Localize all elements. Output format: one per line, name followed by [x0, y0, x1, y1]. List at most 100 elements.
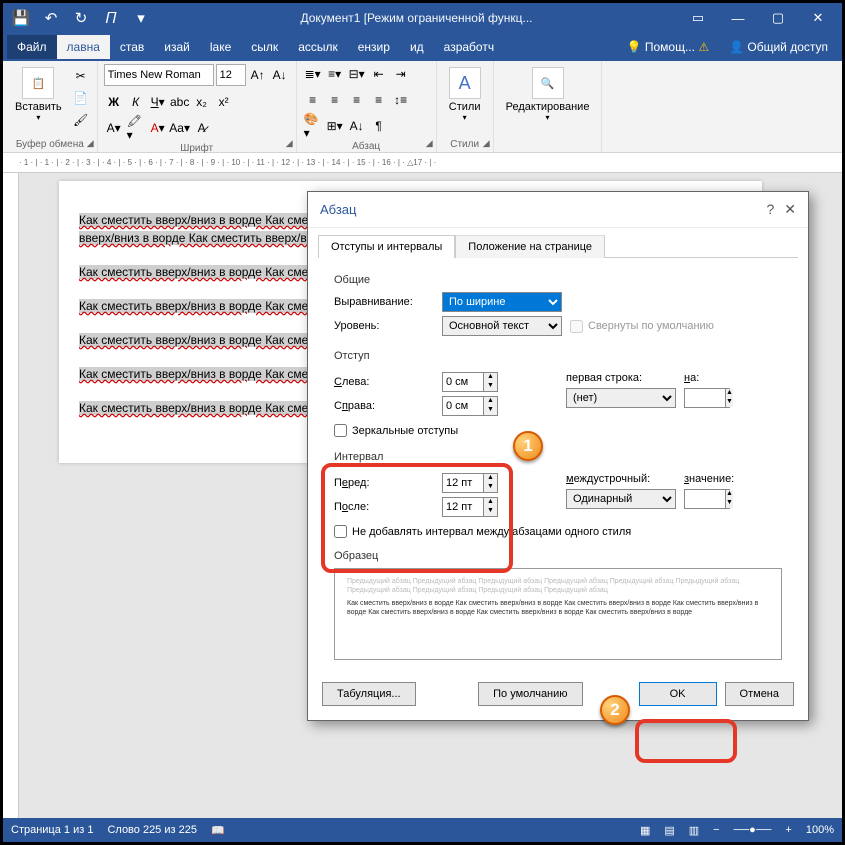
borders-icon[interactable]: ⊞▾: [325, 116, 345, 136]
increase-indent-icon[interactable]: ⇥: [391, 64, 411, 84]
indent-right-spinner[interactable]: ▲▼: [442, 396, 498, 416]
underline-icon[interactable]: Ч▾: [148, 92, 168, 112]
before-spinner[interactable]: ▲▼: [442, 473, 498, 493]
italic-icon[interactable]: К: [126, 92, 146, 112]
design-tab[interactable]: изай: [154, 35, 200, 59]
ok-button[interactable]: OK: [639, 682, 717, 706]
developer-tab[interactable]: азработч: [434, 35, 504, 59]
styles-launcher-icon[interactable]: ◢: [483, 138, 490, 149]
indent-left-label: Слева:: [334, 376, 434, 388]
numbering-icon[interactable]: ≡▾: [325, 64, 345, 84]
cut-icon[interactable]: ✂: [71, 66, 91, 86]
bold-icon[interactable]: Ж: [104, 92, 124, 112]
window-controls: ▭ — ▢ ✕: [678, 3, 838, 33]
shrink-font-icon[interactable]: A↓: [270, 65, 290, 85]
tabs-button[interactable]: Табуляция...: [322, 682, 416, 706]
horizontal-ruler[interactable]: · 1 · | · 1 · | · 2 · | · 3 · | · 4 · | …: [3, 153, 842, 173]
line-spacing-icon[interactable]: ↕≡: [391, 90, 411, 110]
view-print-icon[interactable]: ▤: [664, 824, 674, 837]
review-tab[interactable]: ензир: [348, 35, 400, 59]
dialog-help-icon[interactable]: ?: [766, 201, 774, 218]
decrease-indent-icon[interactable]: ⇤: [369, 64, 389, 84]
symbol-icon[interactable]: 𝛱: [97, 5, 125, 31]
indent-left-spinner[interactable]: ▲▼: [442, 372, 498, 392]
align-left-icon[interactable]: ≡: [303, 90, 323, 110]
redo-icon[interactable]: ↻: [67, 5, 95, 31]
cancel-button[interactable]: Отмена: [725, 682, 794, 706]
mirror-checkbox[interactable]: [334, 424, 347, 437]
save-icon[interactable]: 💾: [7, 5, 35, 31]
status-bar: Страница 1 из 1 Слово 225 из 225 📖 ▦ ▤ ▥…: [3, 818, 842, 842]
font-size-select[interactable]: [216, 64, 246, 86]
mailings-tab[interactable]: ассылк: [288, 35, 348, 59]
tab-pagination[interactable]: Положение на странице: [455, 235, 605, 258]
nospace-checkbox[interactable]: [334, 525, 347, 538]
editing-button[interactable]: 🔍 Редактирование▾: [500, 64, 596, 125]
font-color-icon[interactable]: A▾: [148, 118, 168, 138]
text-effects-icon[interactable]: A▾: [104, 118, 124, 138]
paragraph-launcher-icon[interactable]: ◢: [426, 138, 433, 149]
font-name-select[interactable]: [104, 64, 214, 86]
sort-icon[interactable]: A↓: [347, 116, 367, 136]
tab-indents[interactable]: Отступы и интервалы: [318, 235, 455, 258]
default-button[interactable]: По умолчанию: [478, 682, 582, 706]
home-tab[interactable]: лавна: [57, 35, 110, 59]
page-count[interactable]: Страница 1 из 1: [11, 824, 93, 836]
ribbon: 📋 Вставить▾ ✂ 📄 🖌 Буфер обмена ◢ A↑ A↓ Ж…: [3, 61, 842, 153]
styles-icon: A: [449, 67, 481, 99]
show-marks-icon[interactable]: ¶: [369, 116, 389, 136]
view-web-icon[interactable]: ▥: [689, 824, 699, 837]
highlight-icon[interactable]: 🖍▾: [126, 118, 146, 138]
justify-icon[interactable]: ≡: [369, 90, 389, 110]
share-button[interactable]: 👤 Общий доступ: [719, 35, 838, 59]
copy-icon[interactable]: 📄: [71, 88, 91, 108]
word-count[interactable]: Слово 225 из 225: [107, 824, 197, 836]
undo-icon[interactable]: ↶: [37, 5, 65, 31]
zoom-level[interactable]: 100%: [806, 824, 834, 836]
vertical-ruler[interactable]: [3, 173, 19, 818]
sample-section: Образец: [334, 550, 782, 562]
paste-icon: 📋: [22, 67, 54, 99]
subscript-icon[interactable]: x₂: [192, 92, 212, 112]
level-select[interactable]: Основной текст: [442, 316, 562, 336]
paste-button[interactable]: 📋 Вставить▾: [9, 64, 68, 125]
minimize-icon[interactable]: —: [718, 3, 758, 33]
bullets-icon[interactable]: ≣▾: [303, 64, 323, 84]
zoom-out-icon[interactable]: −: [713, 824, 719, 836]
references-tab[interactable]: сылк: [241, 35, 288, 59]
linespacing-value-spinner[interactable]: ▲▼: [684, 489, 730, 509]
multilevel-icon[interactable]: ⊟▾: [347, 64, 367, 84]
ribbon-display-icon[interactable]: ▭: [678, 3, 718, 33]
align-right-icon[interactable]: ≡: [347, 90, 367, 110]
grow-font-icon[interactable]: A↑: [248, 65, 268, 85]
change-case-icon[interactable]: Aa▾: [170, 118, 190, 138]
firstline-select[interactable]: (нет): [566, 388, 676, 408]
strike-icon[interactable]: abc: [170, 92, 190, 112]
clear-format-icon[interactable]: A̷: [192, 118, 212, 138]
shading-icon[interactable]: 🎨▾: [303, 116, 323, 136]
alignment-select[interactable]: По ширине: [442, 292, 562, 312]
dialog-close-icon[interactable]: ✕: [784, 201, 796, 218]
styles-button[interactable]: A Стили▾: [443, 64, 487, 125]
linespacing-select[interactable]: Одинарный: [566, 489, 676, 509]
help-button[interactable]: 💡 Помощ... ⚠: [617, 35, 720, 59]
view-tab[interactable]: ид: [400, 35, 434, 59]
quick-access-toolbar: 💾 ↶ ↻ 𝛱 ▾: [7, 5, 155, 31]
firstline-value-spinner[interactable]: ▲▼: [684, 388, 730, 408]
after-spinner[interactable]: ▲▼: [442, 497, 498, 517]
maximize-icon[interactable]: ▢: [758, 3, 798, 33]
insert-tab[interactable]: став: [110, 35, 154, 59]
proofing-icon[interactable]: 📖: [211, 824, 225, 837]
qat-more-icon[interactable]: ▾: [127, 5, 155, 31]
superscript-icon[interactable]: x²: [214, 92, 234, 112]
view-read-icon[interactable]: ▦: [640, 824, 650, 837]
close-icon[interactable]: ✕: [798, 3, 838, 33]
format-painter-icon[interactable]: 🖌: [71, 110, 91, 130]
file-tab[interactable]: Файл: [7, 35, 57, 59]
clipboard-launcher-icon[interactable]: ◢: [87, 138, 94, 149]
font-launcher-icon[interactable]: ◢: [286, 138, 293, 149]
zoom-in-icon[interactable]: +: [785, 824, 791, 836]
zoom-slider[interactable]: ──●──: [734, 824, 772, 836]
layout-tab[interactable]: lаке: [200, 35, 241, 59]
align-center-icon[interactable]: ≡: [325, 90, 345, 110]
